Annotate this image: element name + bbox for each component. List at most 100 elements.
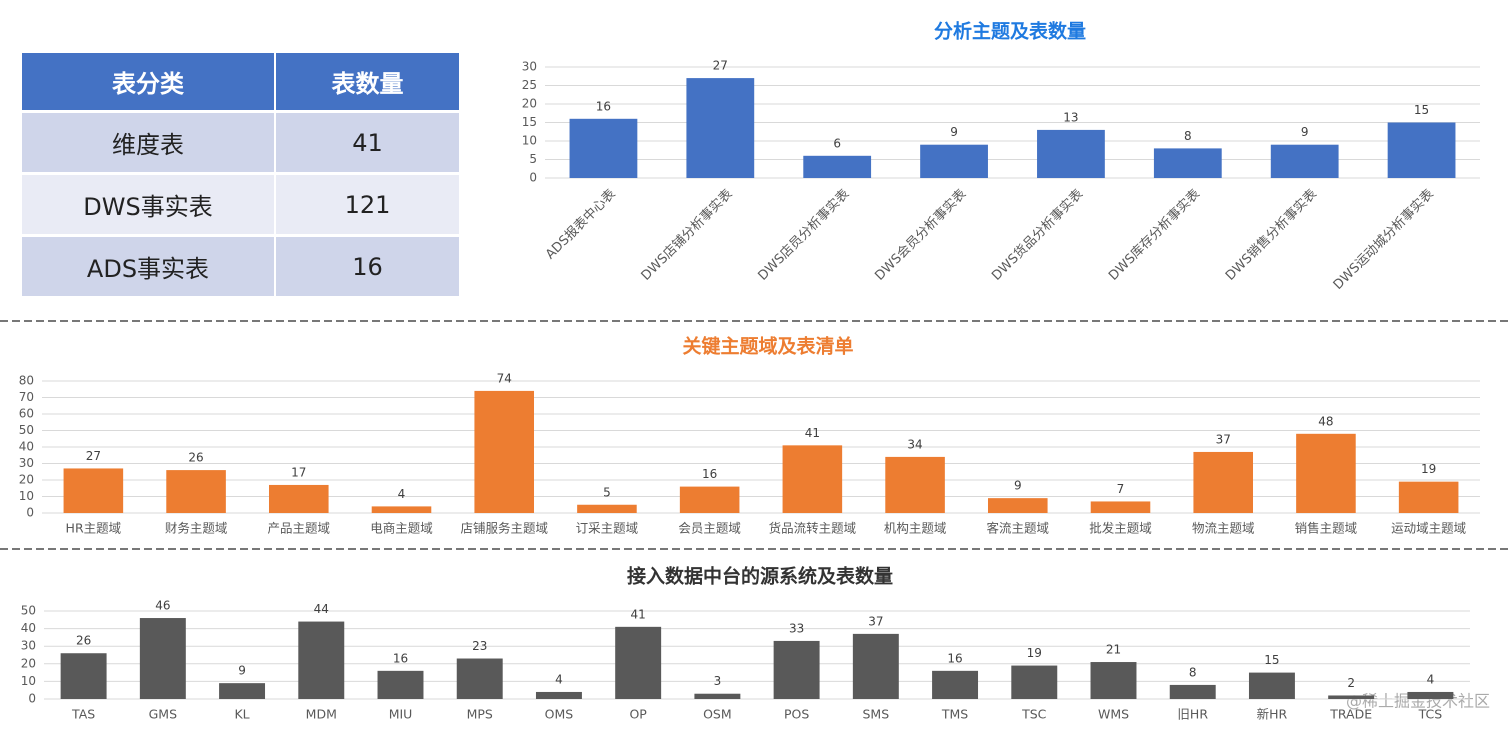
bar — [456, 658, 503, 699]
y-tick-label: 30 — [21, 639, 36, 653]
x-tick-label: 电商主题域 — [370, 521, 433, 536]
y-tick-label: 20 — [522, 97, 537, 111]
bar — [1387, 122, 1456, 178]
value-label: 8 — [1184, 129, 1192, 143]
bar — [1407, 691, 1454, 699]
value-label: 41 — [805, 426, 820, 440]
bar — [1090, 501, 1151, 513]
cell: DWS事实表 — [22, 175, 276, 234]
bar — [1011, 665, 1058, 699]
value-label: 9 — [1301, 125, 1309, 139]
value-label: 16 — [947, 651, 962, 665]
bar — [139, 618, 186, 699]
x-tick-label: OMS — [545, 707, 574, 722]
x-tick-label: 运动域主题域 — [1391, 521, 1466, 536]
value-label: 26 — [188, 451, 203, 465]
value-label: 9 — [238, 664, 246, 678]
bar — [577, 504, 637, 513]
y-tick-label: 60 — [19, 407, 34, 421]
bar — [1193, 451, 1254, 513]
value-label: 6 — [833, 136, 841, 150]
x-tick-label: OSM — [703, 707, 732, 722]
x-tick-label: 会员主题域 — [678, 521, 741, 536]
x-tick-label: HR主题域 — [66, 521, 122, 536]
x-tick-label: 新HR — [1257, 707, 1288, 722]
x-tick-label: MPS — [467, 707, 493, 722]
bar — [1248, 672, 1295, 699]
table-row: ADS事实表 16 — [22, 237, 461, 296]
value-label: 16 — [393, 651, 408, 665]
bar — [987, 498, 1048, 513]
y-tick-label: 40 — [19, 440, 34, 454]
value-label: 26 — [76, 634, 91, 648]
table: 表分类 表数量 维度表 41 DWS事实表 121 ADS事实表 16 — [22, 50, 461, 299]
x-tick-label: DWS运动城分析事实表 — [1331, 187, 1437, 293]
x-tick-label: 产品主题域 — [268, 521, 331, 536]
table-header: 表分类 表数量 — [22, 53, 461, 110]
x-tick-label: TMS — [941, 707, 968, 722]
cell: ADS事实表 — [22, 237, 276, 296]
value-label: 46 — [155, 599, 170, 613]
y-tick-label: 0 — [529, 171, 537, 185]
bar — [1169, 684, 1216, 699]
header-cell: 表分类 — [22, 53, 276, 110]
chart-title: 分析主题及表数量 — [934, 20, 1086, 43]
x-tick-label: OP — [629, 707, 647, 722]
bar — [1153, 148, 1222, 178]
bar — [803, 155, 872, 178]
value-label: 4 — [1427, 672, 1435, 686]
x-tick-label: TCS — [1418, 707, 1443, 722]
x-tick-label: SMS — [863, 707, 890, 722]
y-tick-label: 5 — [529, 152, 537, 166]
x-tick-label: TSC — [1021, 707, 1047, 722]
value-label: 74 — [497, 371, 512, 385]
value-label: 4 — [398, 487, 406, 501]
value-label: 16 — [702, 467, 717, 481]
y-tick-label: 50 — [21, 604, 36, 618]
x-tick-label: 订采主题域 — [576, 521, 639, 536]
value-label: 21 — [1106, 643, 1121, 657]
x-tick-label: 货品流转主题域 — [769, 521, 857, 536]
bar — [1090, 662, 1137, 699]
y-tick-label: 80 — [19, 374, 34, 388]
x-tick-label: TRADE — [1329, 707, 1372, 722]
value-label: 37 — [1216, 432, 1231, 446]
value-label: 48 — [1318, 414, 1333, 428]
bar — [885, 456, 945, 513]
value-label: 3 — [714, 674, 722, 688]
x-tick-label: 财务主题域 — [165, 521, 228, 536]
value-label: 23 — [472, 639, 487, 653]
y-tick-label: 70 — [19, 390, 34, 404]
bar — [1270, 144, 1339, 178]
value-label: 15 — [1414, 103, 1429, 117]
table-row: 维度表 41 — [22, 113, 461, 172]
bar — [679, 486, 740, 513]
value-label: 16 — [596, 99, 611, 113]
value-label: 4 — [555, 672, 563, 686]
cell: 121 — [276, 175, 461, 234]
bar — [219, 683, 266, 699]
chart-title: 接入数据中台的源系统及表数量 — [627, 565, 893, 588]
bar — [1398, 481, 1459, 513]
x-tick-label: DWS库存分析事实表 — [1105, 186, 1203, 284]
watermark: @稀土掘金技术社区 — [1346, 692, 1490, 711]
bar — [371, 506, 432, 513]
value-label: 34 — [907, 437, 922, 451]
bar — [63, 468, 124, 513]
cell: 41 — [276, 113, 461, 172]
bar — [615, 626, 662, 699]
y-tick-label: 10 — [21, 674, 36, 688]
x-tick-label: MDM — [306, 707, 337, 722]
bar — [166, 470, 226, 513]
y-tick-label: 30 — [522, 60, 537, 74]
x-tick-label: 批发主题域 — [1089, 521, 1152, 536]
value-label: 19 — [1027, 646, 1042, 660]
y-tick-label: 0 — [26, 506, 34, 520]
cell: 维度表 — [22, 113, 276, 172]
x-tick-label: 物流主题域 — [1192, 521, 1255, 536]
value-label: 2 — [1347, 676, 1355, 690]
x-tick-label: GMS — [149, 707, 177, 722]
y-tick-label: 40 — [21, 621, 36, 635]
x-tick-label: TAS — [71, 707, 95, 722]
cell: 16 — [276, 237, 461, 296]
